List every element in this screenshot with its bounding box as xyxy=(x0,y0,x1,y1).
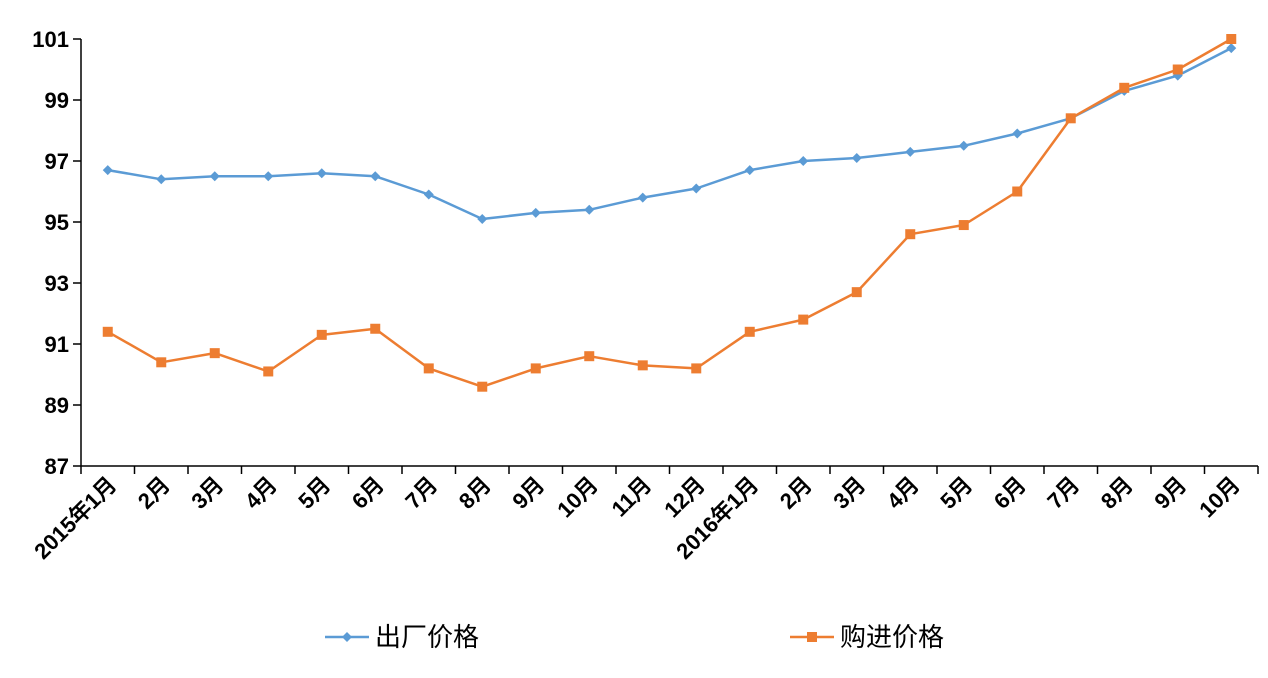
data-point xyxy=(530,207,541,218)
data-point xyxy=(423,363,434,374)
x-tick-label: 7月 xyxy=(400,472,442,514)
data-point xyxy=(102,165,113,176)
data-point xyxy=(905,146,916,157)
y-tick-label: 97 xyxy=(45,149,69,174)
legend-marker xyxy=(807,632,817,642)
data-point xyxy=(156,357,167,368)
data-point xyxy=(744,326,755,337)
y-tick-label: 99 xyxy=(45,88,69,113)
x-tick-label: 11月 xyxy=(607,472,657,522)
series-line xyxy=(107,46,1232,221)
x-tick-label: 4月 xyxy=(240,472,282,514)
legend: 出厂价格 购进价格 xyxy=(325,622,944,652)
data-point xyxy=(958,220,969,231)
x-tick-label: 2月 xyxy=(775,472,817,514)
data-point xyxy=(316,168,327,179)
x-tick-label: 10月 xyxy=(552,472,603,523)
y-tick-label: 101 xyxy=(32,27,69,52)
x-tick-label: 9月 xyxy=(1149,472,1191,514)
data-point xyxy=(851,152,862,163)
data-point xyxy=(637,192,648,203)
data-point xyxy=(958,140,969,151)
x-tick-label: 9月 xyxy=(507,472,549,514)
y-tick-label: 87 xyxy=(45,454,69,479)
data-point xyxy=(798,156,809,166)
data-point xyxy=(584,351,595,362)
x-tick-label: 8月 xyxy=(454,472,496,514)
data-point xyxy=(370,171,381,182)
series-line xyxy=(107,37,1232,388)
data-point xyxy=(102,326,113,337)
chart-axes xyxy=(73,38,1259,474)
data-point xyxy=(1012,186,1023,197)
y-tick-label: 95 xyxy=(45,210,69,235)
x-tick-label: 6月 xyxy=(989,472,1031,514)
x-tick-label: 2015年1月 xyxy=(29,472,121,564)
x-tick-label: 3月 xyxy=(828,472,870,514)
data-point xyxy=(798,314,809,325)
legend-marker xyxy=(342,632,352,642)
data-point xyxy=(1226,34,1237,44)
data-point xyxy=(477,213,488,224)
x-tick-label: 5月 xyxy=(293,472,335,514)
x-tick-label: 8月 xyxy=(1096,472,1138,514)
data-point xyxy=(477,381,488,392)
data-point xyxy=(370,323,381,334)
x-tick-label: 4月 xyxy=(882,472,924,514)
y-tick-label: 93 xyxy=(45,271,69,296)
data-point xyxy=(209,171,220,182)
data-point xyxy=(584,204,595,215)
y-tick-labels: 87 89 91 93 95 97 99 101 xyxy=(32,27,69,479)
data-point xyxy=(209,348,220,359)
x-tick-label: 2月 xyxy=(133,472,175,514)
data-point xyxy=(905,229,916,240)
x-tick-label: 3月 xyxy=(186,472,228,514)
x-tick-label: 7月 xyxy=(1042,472,1084,514)
series-2 xyxy=(102,34,1237,392)
data-point xyxy=(1065,113,1076,124)
series-1 xyxy=(102,43,1237,224)
series-layer xyxy=(102,34,1237,392)
data-point xyxy=(1119,82,1130,93)
data-point xyxy=(1226,43,1237,54)
data-point xyxy=(530,363,541,374)
data-point xyxy=(691,363,702,374)
data-point xyxy=(1012,128,1023,139)
data-point xyxy=(316,329,327,340)
legend-label: 购进价格 xyxy=(840,622,944,652)
y-tick-label: 91 xyxy=(45,332,69,357)
data-point xyxy=(263,171,274,182)
data-point xyxy=(691,183,702,194)
y-tick-label: 89 xyxy=(45,393,69,418)
legend-label: 出厂价格 xyxy=(375,622,479,652)
x-tick-label: 6月 xyxy=(347,472,389,514)
data-point xyxy=(851,287,862,298)
x-tick-label: 5月 xyxy=(935,472,977,514)
data-point xyxy=(423,189,434,200)
data-point xyxy=(637,360,648,371)
legend-item: 出厂价格 xyxy=(325,622,479,652)
data-point xyxy=(263,366,274,377)
data-point xyxy=(744,165,755,176)
data-point xyxy=(1172,64,1183,75)
x-tick-label: 10月 xyxy=(1194,472,1245,523)
legend-item: 购进价格 xyxy=(790,622,944,652)
data-point xyxy=(156,174,167,185)
